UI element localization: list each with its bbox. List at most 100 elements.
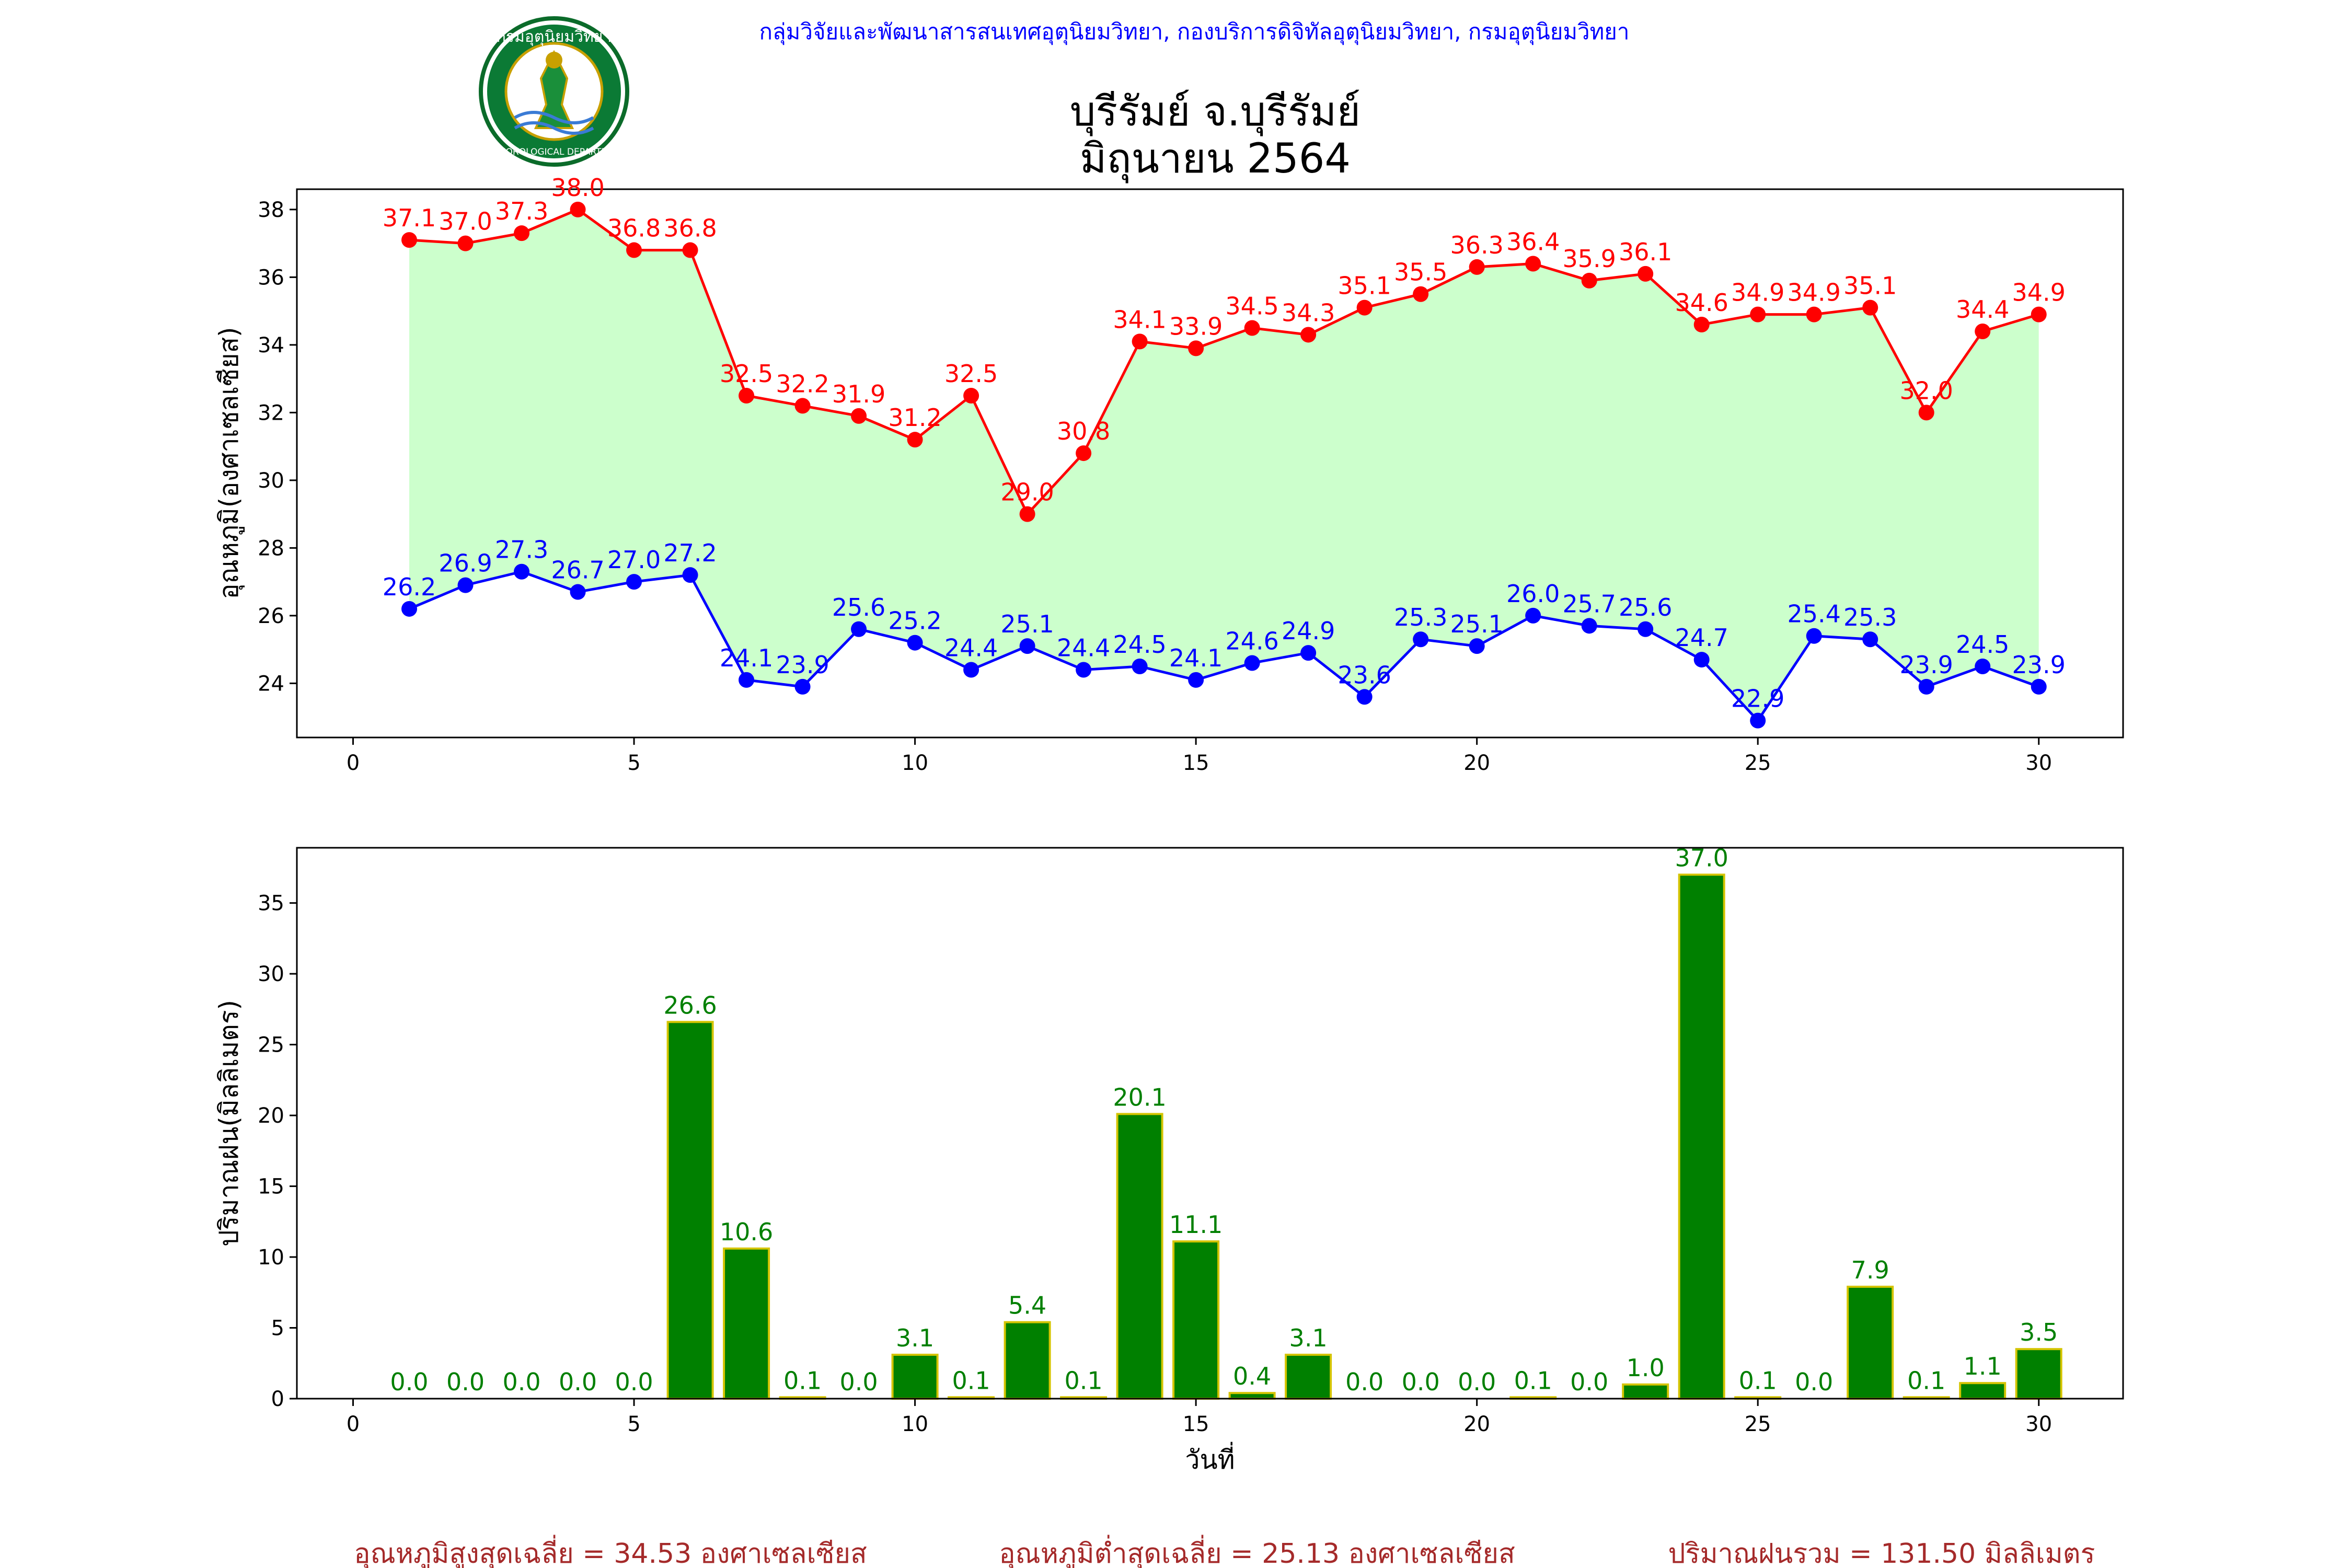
min-temperature-value-label: 24.5 [1956,630,2009,659]
rainfall-value-label: 0.0 [1570,1368,1608,1396]
max-temperature-value-label: 34.9 [1787,279,1840,307]
max-temperature-point [963,387,979,403]
max-temperature-value-label: 34.9 [2012,279,2066,307]
max-temperature-point [1076,445,1092,462]
max-temperature-value-label: 32.5 [720,360,773,388]
temperature-y-tick-label: 26 [258,604,284,628]
rainfall-bar [1116,1113,1163,1400]
max-temperature-point [1750,306,1766,322]
max-temperature-point [1188,340,1204,356]
max-temperature-value-label: 37.1 [383,204,436,232]
temperature-x-tick-label: 20 [1463,751,1490,775]
min-temperature-point [1918,678,1934,695]
rainfall-x-tick-label: 20 [1463,1412,1490,1436]
rainfall-value-label: 0.0 [390,1368,428,1396]
max-temperature-point [514,225,530,241]
temperature-x-tick-label: 5 [627,751,640,775]
temperature-fill-area [409,209,2039,721]
min-temperature-point [1244,655,1260,671]
rainfall-bar [1678,873,1725,1400]
min-temperature-value-label: 23.9 [776,651,829,679]
min-temperature-value-label: 25.3 [1843,603,1897,631]
rainfall-y-tick-label: 30 [258,962,284,986]
min-temperature-point [1693,652,1710,668]
svg-text:METEOROLOGICAL DEPARTMENT: METEOROLOGICAL DEPARTMENT [481,147,627,157]
min-temperature-value-label: 23.9 [2012,651,2066,679]
rainfall-value-label: 0.1 [1065,1366,1103,1394]
max-temperature-value-label: 38.0 [551,174,604,202]
min-temperature-point [1300,645,1317,661]
max-temperature-point [1356,299,1373,316]
max-temperature-point [570,201,586,217]
max-temperature-point [2031,306,2047,322]
temperature-y-tick-label: 36 [258,266,284,290]
rainfall-y-tick-label: 15 [258,1175,284,1199]
min-temperature-point [1638,621,1654,637]
rainfall-value-label: 3.5 [2020,1318,2058,1346]
temperature-y-tick-label: 24 [258,672,284,696]
min-temperature-value-label: 25.6 [1619,593,1672,621]
temperature-y-tick-label: 38 [258,198,284,222]
rainfall-x-tick-label: 30 [2025,1412,2052,1436]
rainfall-value-label: 0.0 [615,1368,653,1396]
min-temperature-point [739,672,755,688]
agency-line: กลุ่มวิจัยและพัฒนาสารสนเทศอุตุนิยมวิทยา,… [759,19,1629,45]
rainfall-x-tick-label: 15 [1183,1412,1209,1436]
max-temperature-value-label: 30.8 [1057,417,1110,445]
max-temperature-point [1693,317,1710,333]
min-temperature-point [1019,638,1035,654]
max-temperature-value-label: 31.2 [888,403,941,432]
rainfall-value-label: 0.0 [1345,1368,1383,1396]
rainfall-value-label: 5.4 [1008,1292,1046,1320]
min-temperature-value-label: 24.1 [720,644,773,672]
min-temperature-point [1975,659,1991,675]
max-temperature-point [1244,320,1260,336]
max-temperature-point [851,408,867,424]
max-temperature-value-label: 34.4 [1956,295,2009,324]
min-temperature-line [409,570,2039,723]
min-temperature-value-label: 25.6 [832,593,885,621]
rainfall-value-label: 1.0 [1627,1354,1665,1382]
rainfall-value-label: 20.1 [1113,1083,1166,1111]
max-temperature-point [1806,306,1822,322]
max-temperature-value-label: 33.9 [1169,312,1223,340]
rainfall-value-label: 26.6 [663,991,717,1019]
min-temperature-value-label: 25.1 [1450,610,1503,638]
min-temperature-value-label: 25.1 [1000,610,1054,638]
min-temperature-point [1076,662,1092,678]
max-temperature-value-label: 32.5 [944,360,998,388]
max-temperature-point [1581,272,1597,289]
min-temperature-value-label: 25.4 [1787,600,1840,628]
max-temperature-point [1975,323,1991,339]
max-temperature-value-label: 34.9 [1731,279,1784,307]
min-temperature-point [1750,712,1766,729]
rainfall-y-tick-label: 5 [271,1317,284,1341]
temperature-x-tick-label: 25 [1745,751,1771,775]
max-temperature-value-label: 37.3 [495,197,548,225]
rainfall-value-label: 0.4 [1233,1362,1271,1390]
min-temperature-value-label: 24.4 [944,633,998,662]
rainfall-y-tick-label: 20 [258,1104,284,1128]
max-temperature-point [1469,259,1485,275]
max-temperature-value-label: 37.0 [439,207,492,236]
max-temperature-point [1638,266,1654,282]
rainfall-bar [1228,1392,1276,1400]
rainfall-value-label: 0.0 [1402,1368,1440,1396]
max-temperature-point [794,398,811,414]
rainfall-x-axis-title: วันที่ [1185,1442,1235,1475]
rainfall-x-tick-label: 25 [1745,1412,1771,1436]
min-temperature-value-label: 25.3 [1394,603,1447,631]
rainfall-bar [1622,1383,1669,1400]
rainfall-y-tick-label: 25 [258,1033,284,1057]
min-temperature-value-label: 27.2 [663,539,717,567]
min-temperature-value-label: 24.1 [1169,644,1223,672]
max-temperature-value-label: 36.4 [1506,227,1560,256]
rainfall-bar [1172,1240,1220,1400]
rainfall-value-label: 0.1 [1907,1366,1945,1394]
meteorological-department-logo: กรมอุตุนิยมวิทยา METEOROLOGICAL DEPARTME… [479,16,629,167]
max-temperature-point [1918,405,1934,421]
min-temperature-value-label: 27.3 [495,536,548,564]
rainfall-x-tick-label: 10 [902,1412,928,1436]
rainfall-y-axis-title: ปริมาณฝน(มิลลิเมตร) [214,1000,244,1247]
min-temperature-value-label: 24.7 [1675,624,1728,652]
